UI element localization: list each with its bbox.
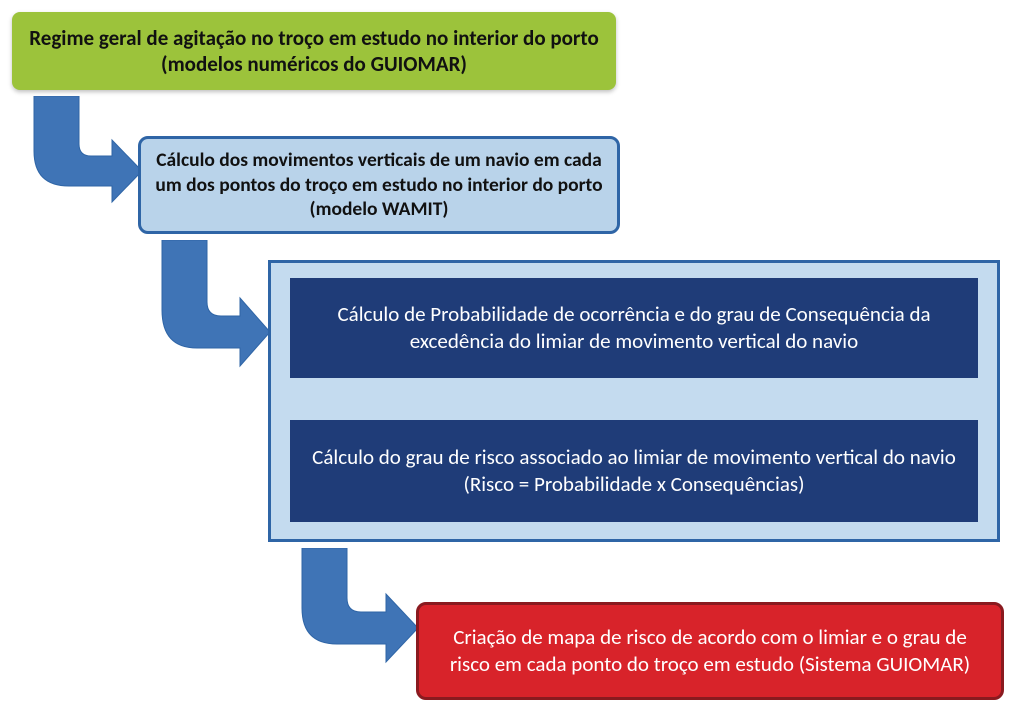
node-probabilidade-text: Cálculo de Probabilidade de ocorrência e… — [304, 301, 964, 356]
arrow-1-path — [34, 96, 142, 202]
arrow-1 — [24, 96, 144, 204]
node-calculo-movimentos: Cálculo dos movimentos verticais de um n… — [138, 136, 620, 234]
node-mapa-risco-text: Criação de mapa de risco de acordo com o… — [433, 624, 987, 679]
node-regime-geral: Regime geral de agitação no troço em est… — [12, 12, 616, 90]
node-calculo-movimentos-text: Cálculo dos movimentos verticais de um n… — [155, 148, 603, 221]
node-probabilidade: Cálculo de Probabilidade de ocorrência e… — [290, 278, 978, 378]
node-grau-risco-text: Cálculo do grau de risco associado ao li… — [304, 444, 964, 499]
flowchart-stage: Regime geral de agitação no troço em est… — [0, 0, 1024, 719]
arrow-2 — [152, 240, 272, 370]
arrow-3 — [292, 548, 420, 664]
node-grau-risco: Cálculo do grau de risco associado ao li… — [290, 420, 978, 522]
arrow-3-path — [302, 548, 418, 662]
node-regime-geral-text: Regime geral de agitação no troço em est… — [26, 25, 602, 78]
arrow-2-path — [162, 240, 270, 366]
node-mapa-risco: Criação de mapa de risco de acordo com o… — [416, 602, 1004, 700]
